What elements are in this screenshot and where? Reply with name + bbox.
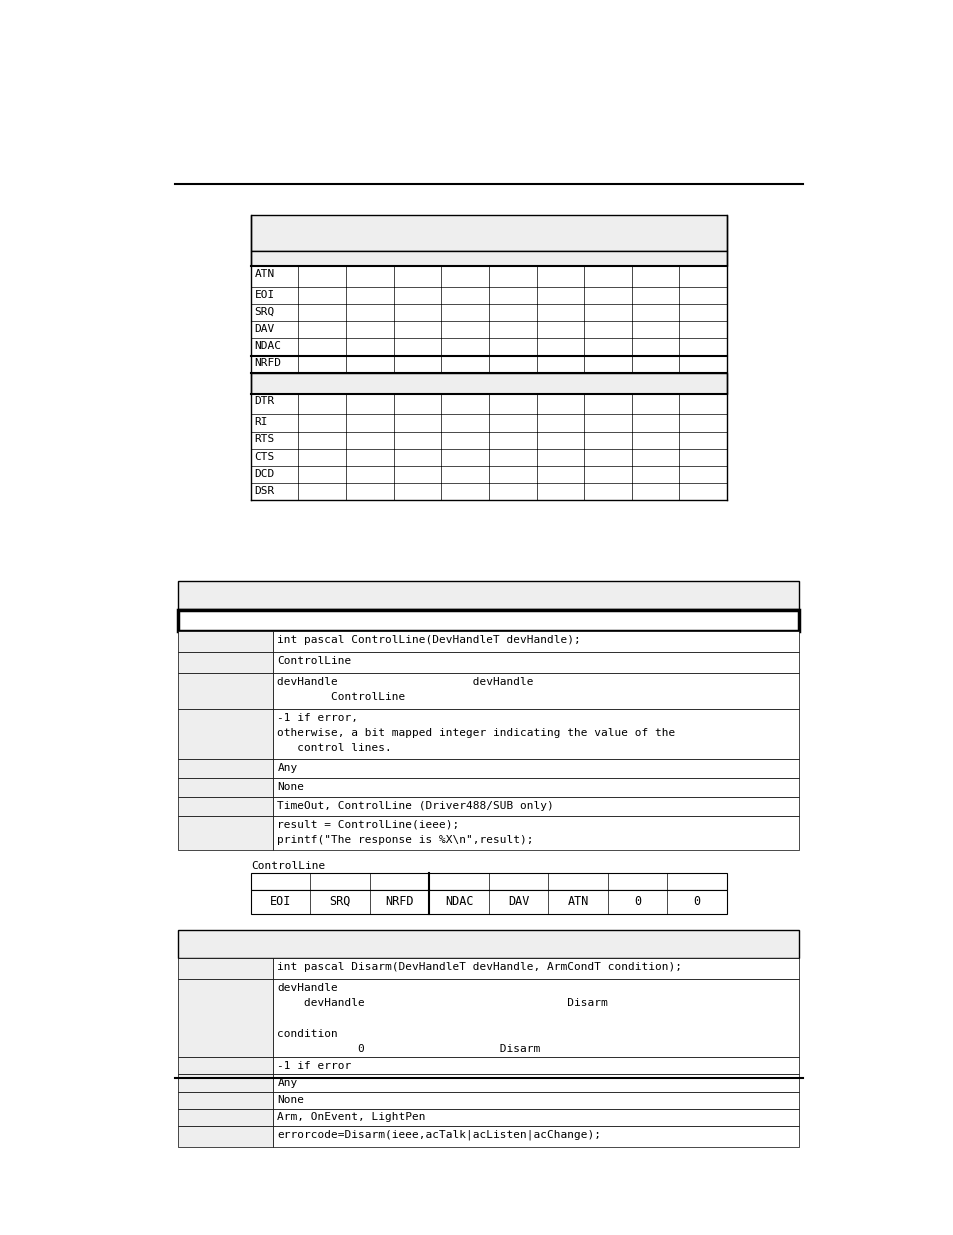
Text: Any: Any [277,762,297,773]
Bar [251,431,726,448]
Text: -1 if error: -1 if error [277,1061,352,1071]
Bar [273,758,799,778]
Bar [178,580,799,609]
Text: control lines.: control lines. [277,743,392,753]
Bar [251,394,726,415]
Bar [178,758,273,778]
Text: devHandle: devHandle [277,983,338,993]
Bar [251,304,726,321]
Bar [251,266,726,287]
Text: EOI: EOI [254,290,274,300]
Bar [178,797,273,816]
Bar [178,1092,273,1109]
Text: condition: condition [277,1029,338,1039]
Bar [273,652,799,673]
Bar [178,1109,273,1126]
Bar [251,448,726,466]
Bar [178,930,799,958]
Bar [251,338,726,356]
Text: Arm, OnEvent, LightPen: Arm, OnEvent, LightPen [277,1113,426,1123]
Text: SRQ: SRQ [329,894,351,908]
Text: NRFD: NRFD [254,358,281,368]
Text: 0: 0 [693,894,700,908]
Text: 0                    Disarm: 0 Disarm [277,1044,540,1053]
Text: RI: RI [254,417,268,427]
Text: otherwise, a bit mapped integer indicating the value of the: otherwise, a bit mapped integer indicati… [277,729,675,739]
Bar [273,1109,799,1126]
Bar [273,1057,799,1074]
Text: devHandle                              Disarm: devHandle Disarm [277,998,608,1008]
Bar [273,673,799,709]
Bar [178,778,273,797]
Text: EOI: EOI [270,894,291,908]
Text: 0: 0 [634,894,640,908]
Text: CTS: CTS [254,452,274,462]
Bar [273,631,799,652]
Bar [273,709,799,758]
Text: int pascal ControlLine(DevHandleT devHandle);: int pascal ControlLine(DevHandleT devHan… [277,635,580,645]
Text: printf("The response is %X\n",result);: printf("The response is %X\n",result); [277,835,534,845]
Text: devHandle                    devHandle: devHandle devHandle [277,677,534,687]
Text: NDAC: NDAC [444,894,473,908]
Bar [251,251,726,266]
Bar [273,778,799,797]
Text: int pascal Disarm(DevHandleT devHandle, ArmCondT condition);: int pascal Disarm(DevHandleT devHandle, … [277,962,681,972]
Bar [251,415,726,431]
Text: RTS: RTS [254,435,274,445]
Text: DAV: DAV [254,324,274,335]
Text: ATN: ATN [567,894,588,908]
Text: errorcode=Disarm(ieee,acTalk|acListen|acChange);: errorcode=Disarm(ieee,acTalk|acListen|ac… [277,1130,600,1140]
Text: result = ControlLine(ieee);: result = ControlLine(ieee); [277,820,459,830]
Text: -1 if error,: -1 if error, [277,713,358,722]
Text: NRFD: NRFD [385,894,414,908]
Bar [178,709,273,758]
Bar [178,652,273,673]
Text: NDAC: NDAC [254,341,281,351]
Bar [273,1074,799,1092]
Text: DCD: DCD [254,468,274,479]
Bar [251,373,726,394]
Text: None: None [277,1095,304,1105]
Bar [273,979,799,1057]
Bar [178,1126,273,1146]
Bar [178,816,273,850]
Bar [251,215,726,251]
Text: ControlLine: ControlLine [277,692,405,703]
Bar [273,1092,799,1109]
Bar [251,873,726,890]
Bar [178,610,799,631]
Text: Any: Any [277,1078,297,1088]
Bar [273,1126,799,1146]
Text: DSR: DSR [254,485,274,495]
Bar [251,483,726,500]
Bar [273,958,799,979]
Bar [178,958,273,979]
Bar [273,816,799,850]
Bar [251,321,726,338]
Bar [178,979,273,1057]
Text: DTR: DTR [254,396,274,406]
Bar [178,1074,273,1092]
Bar [251,287,726,304]
Bar [178,631,273,652]
Bar [251,466,726,483]
Bar [178,1057,273,1074]
Text: ATN: ATN [254,269,274,279]
Bar [178,673,273,709]
Text: ControlLine: ControlLine [277,656,352,666]
Text: TimeOut, ControlLine (Driver488/SUB only): TimeOut, ControlLine (Driver488/SUB only… [277,800,554,810]
Bar [273,797,799,816]
Text: SRQ: SRQ [254,308,274,317]
Bar [251,356,726,373]
Text: None: None [277,782,304,792]
Text: ControlLine: ControlLine [251,862,325,872]
Bar [251,890,726,914]
Text: DAV: DAV [507,894,529,908]
